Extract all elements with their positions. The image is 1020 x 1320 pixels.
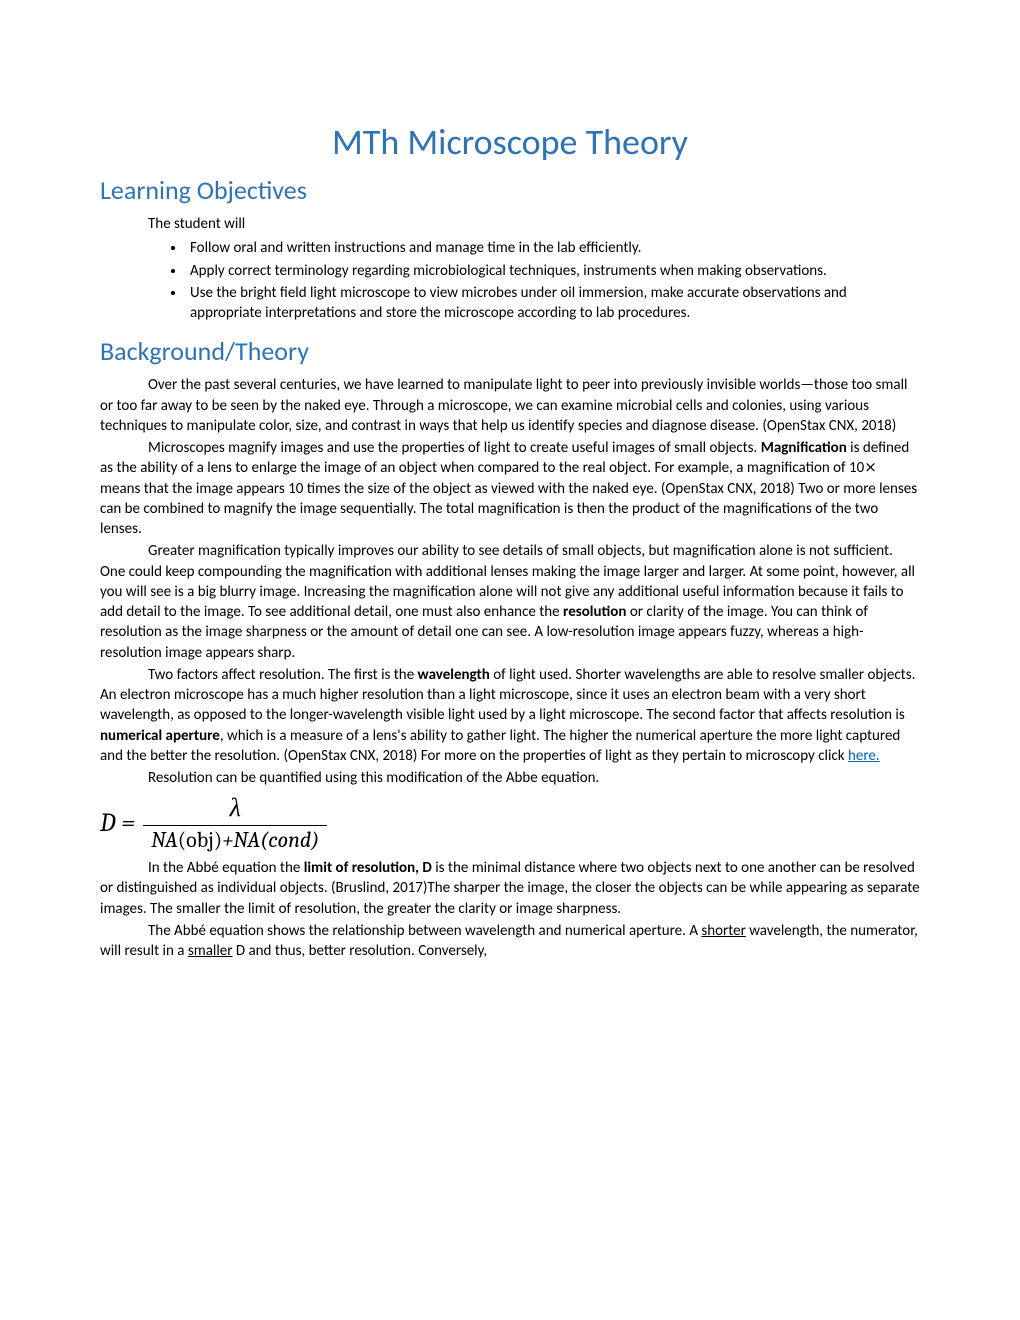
list-item: Apply correct terminology regarding micr… — [186, 261, 920, 281]
document-page: MTh Microscope Theory Learning Objective… — [0, 0, 1020, 1043]
den-part: +NA(cond) — [222, 827, 319, 853]
paragraph: Over the past several centuries, we have… — [100, 375, 920, 436]
text-run: , which is a measure of a lens's ability… — [100, 727, 900, 765]
text-run: The Abbé equation shows the relationship… — [148, 922, 701, 940]
list-item: Follow oral and written instructions and… — [186, 238, 920, 258]
den-part: NA — [151, 827, 178, 853]
objectives-list: Follow oral and written instructions and… — [148, 238, 920, 323]
paragraph: Resolution can be quantified using this … — [100, 768, 920, 788]
abbe-equation: D = λ NA(obj)+NA(cond) — [100, 794, 920, 852]
paragraph: In the Abbé equation the limit of resolu… — [100, 858, 920, 919]
underline-term: smaller — [188, 942, 233, 960]
objectives-intro: The student will — [148, 214, 920, 234]
objectives-heading: Learning Objectives — [100, 174, 920, 206]
paragraph: Greater magnification typically improves… — [100, 541, 920, 663]
equation-lhs: D = — [100, 809, 135, 838]
background-heading: Background/Theory — [100, 335, 920, 367]
text-run: In the Abbé equation the — [148, 859, 304, 877]
document-title: MTh Microscope Theory — [100, 120, 920, 164]
den-part: (obj) — [178, 827, 222, 853]
paragraph: Two factors affect resolution. The first… — [100, 665, 920, 766]
bold-term: limit of resolution, D — [304, 859, 432, 877]
equation-denominator: NA(obj)+NA(cond) — [143, 825, 327, 852]
text-run: Two factors affect resolution. The first… — [148, 666, 418, 684]
paragraph: The Abbé equation shows the relationship… — [100, 921, 920, 962]
list-item: Use the bright field light microscope to… — [186, 283, 920, 324]
text-run: Microscopes magnify images and use the p… — [148, 439, 761, 457]
paragraph: Microscopes magnify images and use the p… — [100, 438, 920, 539]
bold-term: Magnification — [761, 439, 847, 457]
bold-term: wavelength — [418, 666, 490, 684]
underline-term: shorter — [701, 922, 745, 940]
bold-term: numerical aperture — [100, 727, 220, 745]
bold-term: resolution — [563, 603, 626, 621]
text-run: D and thus, better resolution. Conversel… — [232, 942, 487, 960]
equation-numerator: λ — [222, 794, 249, 825]
equation-fraction: λ NA(obj)+NA(cond) — [143, 794, 327, 852]
here-link[interactable]: here. — [848, 747, 880, 765]
